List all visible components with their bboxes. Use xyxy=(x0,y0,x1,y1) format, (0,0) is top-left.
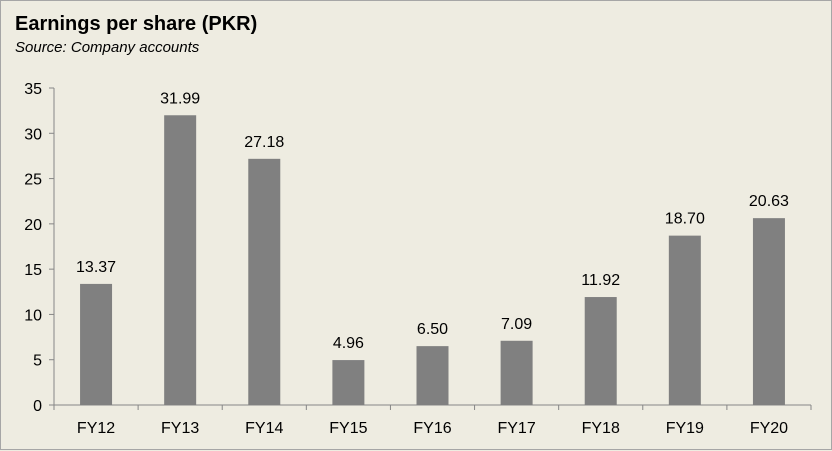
bar-fy13 xyxy=(164,115,197,406)
x-category-label: FY15 xyxy=(329,420,367,437)
bar-fy20 xyxy=(752,218,785,405)
y-tick-label: 30 xyxy=(24,126,42,143)
data-label: 13.37 xyxy=(76,259,116,276)
data-label: 31.99 xyxy=(160,90,200,107)
x-category-label: FY16 xyxy=(413,420,451,437)
data-label: 18.70 xyxy=(665,211,705,228)
data-label: 4.96 xyxy=(333,335,364,352)
x-category-label: FY20 xyxy=(750,420,788,437)
x-category-label: FY14 xyxy=(245,420,283,437)
bar-fy17 xyxy=(500,340,533,405)
data-label: 11.92 xyxy=(581,272,620,289)
x-category-label: FY18 xyxy=(582,420,620,437)
bar-fy15 xyxy=(332,360,365,405)
data-label: 20.63 xyxy=(749,193,789,210)
x-category-label: FY13 xyxy=(161,420,199,437)
y-tick-label: 10 xyxy=(24,307,42,324)
bar-fy12 xyxy=(80,283,113,405)
bar-fy18 xyxy=(584,297,617,405)
y-tick-label: 35 xyxy=(24,81,42,98)
x-category-label: FY12 xyxy=(77,420,115,437)
y-tick-label: 0 xyxy=(33,398,42,415)
y-tick-label: 5 xyxy=(33,353,42,370)
chart-title: Earnings per share (PKR) xyxy=(15,13,258,35)
y-tick-label: 20 xyxy=(24,217,42,234)
x-category-label: FY17 xyxy=(497,420,535,437)
data-label: 27.18 xyxy=(244,134,284,151)
y-tick-label: 15 xyxy=(24,262,42,279)
chart-subtitle: Source: Company accounts xyxy=(15,39,200,56)
x-category-label: FY19 xyxy=(666,420,704,437)
bar-fy16 xyxy=(416,346,449,405)
bar-fy14 xyxy=(248,158,281,405)
y-tick-label: 25 xyxy=(24,172,42,189)
data-label: 7.09 xyxy=(501,316,532,333)
bar-fy19 xyxy=(668,235,701,405)
data-label: 6.50 xyxy=(417,321,448,338)
